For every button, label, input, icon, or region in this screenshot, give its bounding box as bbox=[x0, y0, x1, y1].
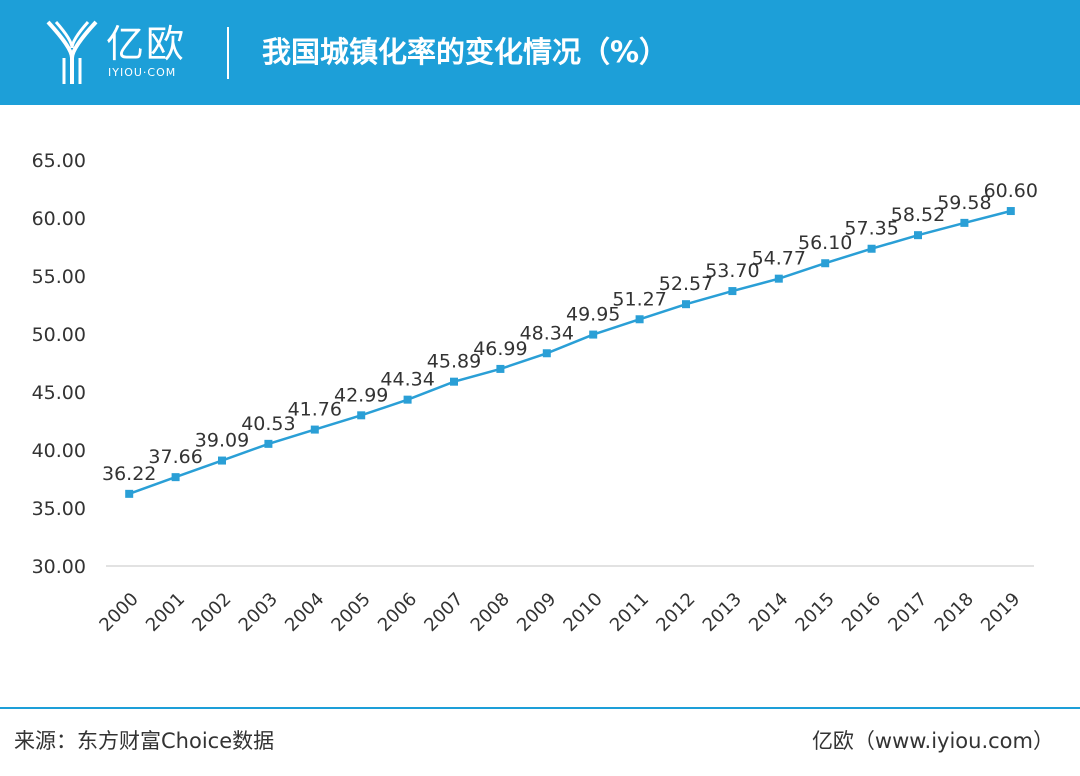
footer-divider bbox=[0, 707, 1080, 709]
y-tick-label: 45.00 bbox=[32, 382, 86, 404]
data-label: 39.09 bbox=[195, 430, 249, 452]
x-tick-label: 2017 bbox=[884, 589, 931, 636]
y-axis-ticks: 30.00 35.00 40.00 45.00 50.00 55.00 60.00 65.00 bbox=[32, 150, 86, 578]
header-banner: 亿欧 IYIOU·COM 我国城镇化率的变化情况（%） bbox=[0, 0, 1080, 105]
data-label: 60.60 bbox=[984, 180, 1038, 202]
data-point-marker bbox=[450, 377, 458, 386]
data-label: 48.34 bbox=[520, 322, 574, 344]
data-point-marker bbox=[496, 364, 505, 373]
data-point-marker bbox=[635, 315, 644, 324]
series-line bbox=[128, 209, 1012, 495]
x-tick-label: 2018 bbox=[931, 589, 978, 636]
data-point-marker bbox=[774, 274, 783, 283]
x-tick-label: 2003 bbox=[235, 589, 282, 636]
x-tick-label: 2013 bbox=[699, 589, 746, 636]
x-tick-label: 2012 bbox=[652, 589, 699, 636]
data-label: 44.34 bbox=[380, 369, 434, 391]
data-point-marker bbox=[264, 439, 273, 448]
x-tick-label: 2000 bbox=[95, 589, 142, 636]
x-tick-label: 2019 bbox=[977, 589, 1024, 636]
y-tick-label: 65.00 bbox=[32, 150, 86, 172]
data-label: 41.76 bbox=[288, 399, 342, 421]
data-label: 37.66 bbox=[148, 446, 202, 468]
page-title: 我国城镇化率的变化情况（%） bbox=[262, 35, 669, 69]
data-labels: 36.2237.6639.0940.5341.7642.9944.3445.89… bbox=[102, 180, 1038, 485]
logo-domain: IYIOU·COM bbox=[108, 66, 177, 79]
x-tick-label: 2016 bbox=[838, 589, 885, 636]
x-tick-label: 2006 bbox=[374, 589, 421, 636]
data-label: 36.22 bbox=[102, 463, 156, 485]
data-label: 52.57 bbox=[659, 273, 713, 295]
data-label: 49.95 bbox=[566, 304, 620, 326]
data-label: 40.53 bbox=[241, 413, 295, 435]
data-label: 46.99 bbox=[473, 338, 527, 360]
logo-mark-icon bbox=[46, 20, 98, 84]
x-tick-label: 2002 bbox=[188, 589, 235, 636]
data-point-marker bbox=[960, 218, 969, 227]
data-markers bbox=[125, 207, 1015, 498]
data-label: 56.10 bbox=[798, 232, 852, 254]
data-label: 51.27 bbox=[612, 288, 666, 310]
data-point-marker bbox=[357, 411, 366, 420]
brand-logo[interactable]: 亿欧 IYIOU·COM bbox=[44, 18, 194, 88]
data-point-marker bbox=[1006, 207, 1015, 216]
credit-note[interactable]: 亿欧（www.iyiou.com） bbox=[811, 729, 1054, 753]
x-tick-label: 2001 bbox=[142, 589, 189, 636]
data-point-marker bbox=[542, 349, 551, 358]
y-tick-label: 35.00 bbox=[32, 498, 86, 520]
x-tick-label: 2010 bbox=[559, 589, 606, 636]
data-label: 57.35 bbox=[844, 218, 898, 240]
y-tick-label: 30.00 bbox=[32, 556, 86, 578]
data-label: 54.77 bbox=[752, 248, 806, 270]
y-tick-label: 40.00 bbox=[32, 440, 86, 462]
data-label: 53.70 bbox=[705, 260, 759, 282]
x-tick-label: 2004 bbox=[281, 589, 328, 636]
data-point-marker bbox=[589, 330, 598, 339]
x-tick-label: 2007 bbox=[420, 589, 467, 636]
x-tick-label: 2008 bbox=[467, 589, 514, 636]
data-point-marker bbox=[821, 259, 830, 268]
header-divider bbox=[227, 27, 229, 79]
data-point-marker bbox=[867, 244, 876, 253]
data-point-marker bbox=[310, 425, 319, 434]
x-axis-ticks: 2000 2001 2002 2003 2004 2005 2006 2007 2008 2009… bbox=[95, 589, 1024, 636]
data-point-marker bbox=[125, 489, 134, 498]
data-point-marker bbox=[914, 231, 922, 240]
x-tick-label: 2009 bbox=[513, 589, 560, 636]
data-point-marker bbox=[682, 300, 690, 309]
line-chart: 30.00 35.00 40.00 45.00 50.00 55.00 60.00 65.00… bbox=[32, 150, 1038, 636]
data-label: 42.99 bbox=[334, 384, 388, 406]
data-point-marker bbox=[403, 395, 412, 404]
data-label: 45.89 bbox=[427, 351, 481, 373]
data-point-marker bbox=[171, 473, 180, 482]
y-tick-label: 60.00 bbox=[32, 208, 86, 230]
data-label: 58.52 bbox=[891, 204, 945, 226]
data-label: 59.58 bbox=[937, 192, 991, 214]
y-tick-label: 55.00 bbox=[32, 266, 86, 288]
x-tick-label: 2014 bbox=[745, 589, 792, 636]
logo-name: 亿欧 bbox=[106, 22, 187, 66]
source-note: 来源：东方财富Choice数据 bbox=[14, 729, 275, 753]
data-point-marker bbox=[218, 456, 226, 465]
x-tick-label: 2015 bbox=[791, 589, 838, 636]
data-point-marker bbox=[728, 287, 737, 296]
x-tick-label: 2011 bbox=[606, 589, 653, 636]
y-tick-label: 50.00 bbox=[32, 324, 86, 346]
x-tick-label: 2005 bbox=[327, 589, 374, 636]
